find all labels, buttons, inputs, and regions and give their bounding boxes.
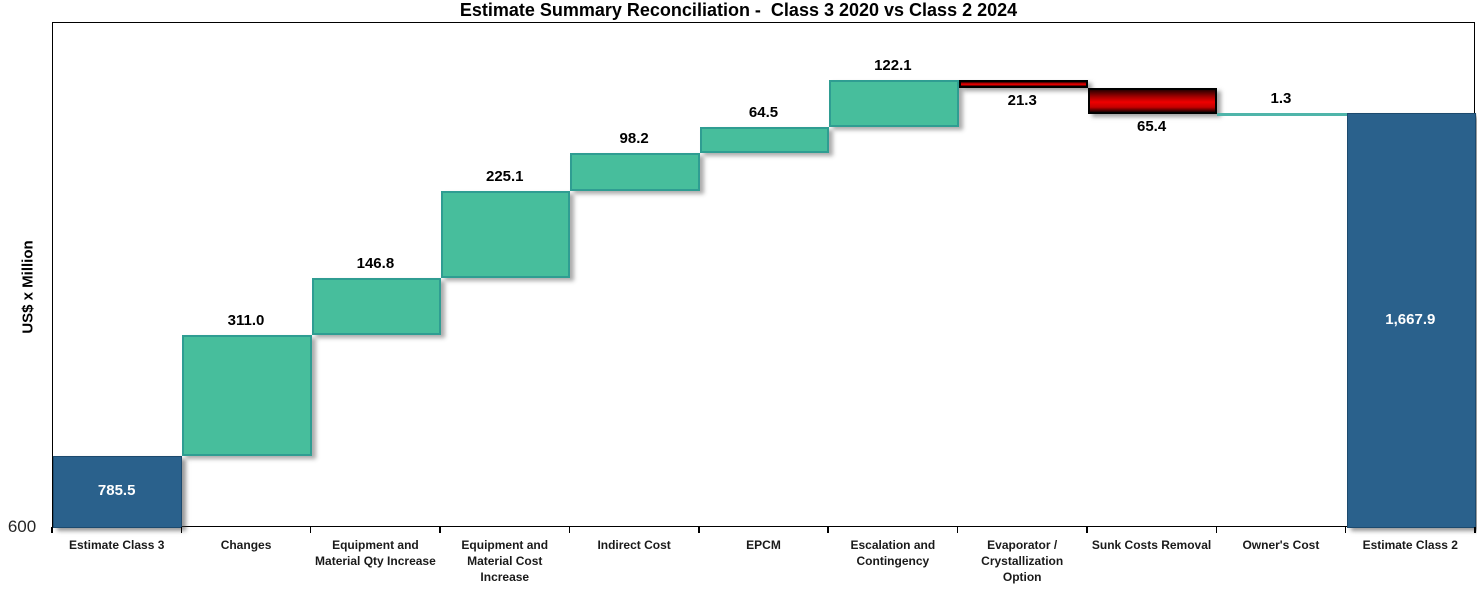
x-axis-tick (180, 527, 183, 533)
bar-value-label-3: 146.8 (356, 255, 395, 273)
waterfall-bar-6 (699, 127, 830, 153)
waterfall-bar-7 (829, 80, 959, 128)
bar-value-label-8: 21.3 (1007, 92, 1037, 110)
x-axis-tick (51, 527, 53, 533)
x-axis-category-label-8: Evaporator / Crystallization Option (981, 538, 1064, 585)
chart-title: Estimate Summary Reconciliation - Class … (459, 0, 1018, 20)
x-axis-category-label-7: Escalation and Contingency (850, 538, 936, 569)
x-axis-tick (956, 527, 959, 533)
x-axis-tick (698, 527, 700, 533)
x-axis-tick (568, 527, 571, 533)
x-axis-category-label-3: Equipment and Material Qty Increase (315, 538, 436, 569)
bar-value-label-2: 311.0 (227, 312, 265, 330)
x-axis-category-label-11: Estimate Class 2 (1362, 538, 1458, 552)
x-axis-tick (439, 527, 441, 533)
waterfall-bar-8 (958, 80, 1088, 89)
waterfall-bar-4 (441, 190, 571, 279)
y-axis-title: US$ x Million (19, 240, 37, 334)
x-axis-category-label-5: Indirect Cost (597, 538, 671, 552)
x-axis-labels: Estimate Class 3 Changes Equipment and Mat… (52, 537, 1475, 586)
x-axis-tick (1215, 527, 1218, 533)
x-axis-category-label-4: Equipment and Material Cost Increase (461, 538, 549, 585)
x-axis-tick (1474, 527, 1476, 533)
waterfall-bar-11 (1346, 113, 1476, 528)
x-axis-tick (827, 527, 829, 533)
bar-value-label-5: 98.2 (619, 129, 649, 147)
x-axis-category-label-10: Owner's Cost (1242, 538, 1320, 552)
waterfall-bar-3 (311, 278, 442, 336)
y-axis-tick-label: 600 (7, 517, 37, 536)
bar-value-label-1: 785.5 (97, 481, 136, 499)
x-axis-category-label-1: Estimate Class 3 (68, 538, 165, 552)
waterfall-bar-9 (1087, 88, 1218, 114)
x-axis-category-label-6: EPCM (746, 538, 781, 552)
x-axis-tick (1086, 527, 1088, 533)
x-axis-tick (309, 527, 312, 533)
x-axis-tick (1344, 527, 1347, 533)
bar-value-label-4: 225.1 (485, 167, 524, 185)
bar-value-label-7: 122.1 (874, 57, 912, 75)
bar-value-label-6: 64.5 (748, 104, 779, 122)
plot-area (52, 22, 1476, 528)
waterfall-bar-2 (182, 335, 312, 456)
waterfall-bar-10 (1217, 113, 1347, 117)
x-axis-category-label-9: Sunk Costs Removal (1091, 538, 1212, 552)
bar-value-label-11: 1,667.9 (1385, 310, 1436, 328)
waterfall-bar-5 (570, 152, 700, 191)
bar-value-label-10: 1.3 (1270, 90, 1292, 108)
bar-value-label-9: 65.4 (1136, 117, 1167, 135)
x-axis-category-label-2: Changes (220, 538, 272, 552)
waterfall-bar-1 (53, 455, 183, 528)
